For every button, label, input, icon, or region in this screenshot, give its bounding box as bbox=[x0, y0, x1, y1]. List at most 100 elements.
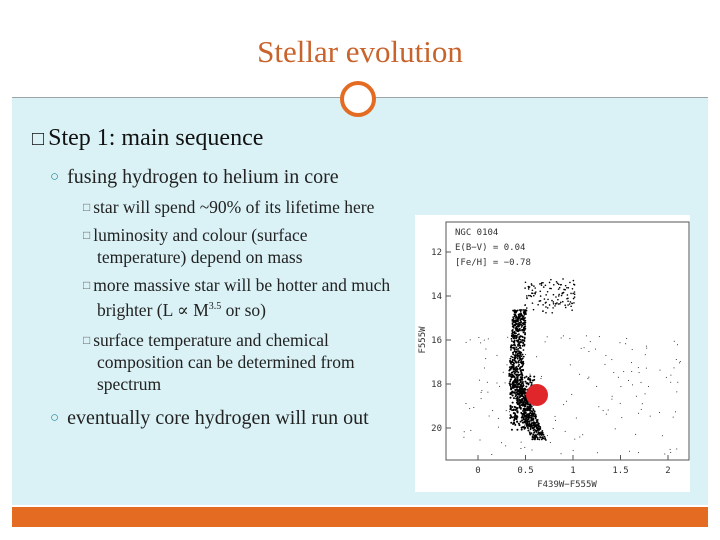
star-point bbox=[545, 439, 547, 441]
star-point bbox=[536, 356, 538, 358]
star-point bbox=[520, 355, 523, 358]
star-point bbox=[665, 376, 667, 378]
star-point bbox=[550, 278, 552, 281]
star-point bbox=[510, 337, 513, 340]
star-point bbox=[674, 411, 676, 413]
star-point bbox=[519, 329, 521, 332]
star-point bbox=[566, 400, 568, 402]
star-point bbox=[518, 309, 521, 311]
star-point bbox=[520, 313, 523, 316]
star-point bbox=[596, 452, 598, 454]
star-point bbox=[514, 388, 517, 391]
star-point bbox=[517, 365, 520, 368]
star-point bbox=[530, 381, 533, 384]
star-point bbox=[638, 372, 640, 374]
star-point bbox=[512, 370, 515, 373]
star-point bbox=[543, 298, 546, 300]
star-point bbox=[509, 407, 512, 410]
star-point bbox=[605, 355, 607, 357]
y-axis-label: F555W bbox=[418, 326, 428, 354]
heading: Step 1: main sequence bbox=[32, 125, 263, 152]
star-point bbox=[589, 341, 591, 343]
star-point bbox=[504, 382, 506, 384]
star-point bbox=[534, 433, 536, 435]
star-point bbox=[520, 320, 523, 323]
star-point bbox=[520, 382, 523, 385]
star-point bbox=[532, 407, 535, 410]
star-point bbox=[538, 433, 541, 436]
star-point bbox=[515, 407, 518, 410]
star-point bbox=[526, 426, 529, 429]
star-point bbox=[517, 361, 519, 364]
star-point bbox=[523, 313, 526, 316]
star-point bbox=[641, 403, 643, 405]
star-point bbox=[515, 401, 518, 404]
star-point bbox=[518, 399, 521, 402]
star-point bbox=[525, 375, 528, 378]
star-point bbox=[539, 295, 542, 297]
star-point bbox=[567, 304, 569, 306]
star-point bbox=[534, 415, 537, 418]
star-point bbox=[512, 353, 515, 356]
star-point bbox=[535, 419, 538, 421]
star-point bbox=[557, 298, 559, 301]
star-point bbox=[672, 416, 674, 418]
star-point bbox=[509, 411, 511, 413]
star-point bbox=[560, 294, 563, 297]
star-point bbox=[522, 360, 525, 363]
star-point bbox=[533, 378, 536, 381]
star-point bbox=[518, 373, 521, 376]
star-point bbox=[520, 326, 523, 328]
star-point bbox=[564, 430, 566, 432]
star-point bbox=[513, 422, 516, 425]
star-point bbox=[512, 408, 515, 411]
sub-bullet-text: star will spend ~90% of its lifetime her… bbox=[93, 197, 375, 217]
star-point bbox=[519, 387, 522, 390]
star-point bbox=[521, 415, 524, 418]
star-point bbox=[521, 374, 524, 377]
star-point bbox=[521, 324, 524, 327]
star-point bbox=[524, 388, 527, 391]
star-point bbox=[530, 283, 533, 285]
star-point bbox=[557, 295, 560, 297]
star-point bbox=[519, 353, 522, 356]
star-point bbox=[510, 361, 513, 364]
star-point bbox=[517, 422, 520, 425]
star-point bbox=[569, 301, 572, 303]
star-point bbox=[524, 424, 526, 426]
star-point bbox=[498, 385, 500, 387]
star-point bbox=[613, 372, 615, 374]
star-point bbox=[509, 416, 512, 419]
star-point bbox=[514, 319, 517, 322]
star-point bbox=[573, 283, 575, 286]
star-point bbox=[510, 421, 513, 424]
star-point bbox=[563, 288, 565, 291]
star-point bbox=[509, 346, 512, 349]
star-point bbox=[469, 339, 471, 341]
star-point bbox=[519, 367, 522, 370]
star-point bbox=[588, 350, 590, 352]
star-point bbox=[539, 426, 542, 429]
star-point bbox=[529, 375, 532, 378]
star-point bbox=[515, 361, 518, 364]
star-point bbox=[519, 407, 522, 410]
star-point bbox=[546, 435, 548, 437]
star-point bbox=[511, 351, 514, 354]
star-point bbox=[518, 359, 521, 362]
star-point bbox=[511, 344, 514, 347]
star-point bbox=[605, 413, 607, 415]
star-point bbox=[522, 401, 524, 403]
star-point bbox=[516, 309, 519, 312]
star-point bbox=[551, 299, 553, 302]
star-point bbox=[640, 381, 642, 383]
star-point bbox=[631, 370, 633, 372]
star-point bbox=[517, 314, 520, 317]
star-point bbox=[541, 437, 544, 439]
star-point bbox=[521, 393, 523, 396]
star-point bbox=[528, 405, 531, 408]
star-point bbox=[516, 354, 519, 356]
star-point bbox=[527, 429, 530, 432]
star-point bbox=[485, 358, 487, 360]
star-point bbox=[540, 375, 542, 377]
star-point bbox=[552, 302, 555, 305]
